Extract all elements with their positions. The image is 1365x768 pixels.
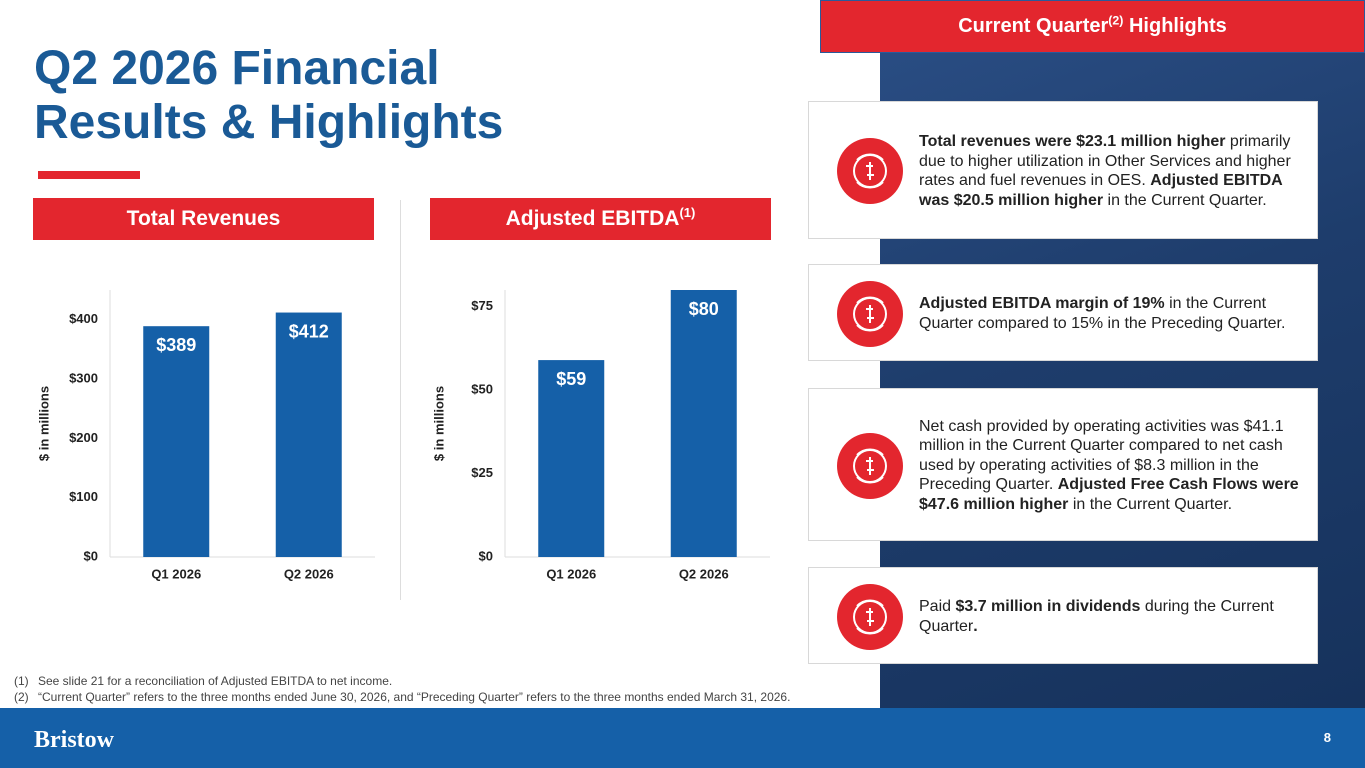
y-tick-label: $25 [471,465,493,480]
footnote-marker: (1) [14,674,29,688]
text-segment: Adjusted Free Cash Flows were $47.6 mill… [919,476,1299,513]
highlight-card: Adjusted EBITDA margin of 19% in the Cur… [808,264,1318,361]
value-label: $59 [556,369,586,389]
x-tick-label: Q1 2026 [151,566,201,581]
text-segment: . [973,617,978,635]
divider [400,200,401,600]
highlight-text: Total revenues were $23.1 million higher… [919,132,1299,210]
y-tick-label: $0 [84,548,98,563]
highlight-text: Net cash provided by operating activitie… [919,417,1299,515]
icon [837,432,903,499]
footnote: (2) “Current Quarter” refers to the three… [14,689,790,705]
chart-title: Total Revenues [33,198,374,240]
x-tick-label: Q2 2026 [284,566,334,581]
value-label: $389 [156,335,196,355]
y-tick-label: $0 [479,548,493,563]
chart-title: Adjusted EBITDA(1) [430,198,771,240]
y-axis-label: $ in millions [36,386,51,461]
bar [143,326,210,557]
chart: $ in millions $0 $25 $50 $75 Q1 2026 $59 Q2 202… [431,290,770,581]
highlight-card: Total revenues were $23.1 million higher… [808,101,1318,239]
bar [275,312,342,557]
highlights-header: Current Quarter(2) Highlights [820,0,1365,53]
y-tick-label: $50 [471,382,493,397]
logo: Bristow [34,727,114,753]
y-tick-label: $200 [69,430,98,445]
chart-title-text: Adjusted EBITDA [505,207,680,230]
value-label: $80 [689,299,719,319]
chart: $ in millions $0 $100 $200 $300 $400 Q1 2026 $3… [36,290,375,581]
y-tick-label: $400 [69,311,98,326]
page-number: 8 [1323,730,1331,745]
text-segment: Adjusted EBITDA was $20.5 million higher [919,172,1283,209]
text-segment: Net cash provided by operating activitie… [919,417,1284,494]
icon [837,583,903,650]
highlight-text: Paid $3.7 million in dividends during th… [919,597,1299,636]
value-label: $412 [289,321,329,341]
title-line: Q2 2026 Financial [34,42,440,95]
bar [538,360,605,557]
text-segment: during the Current Quarter [919,598,1274,635]
highlight-card: Paid $3.7 million in dividends during th… [808,567,1318,664]
footnote-text: “Current Quarter” refers to the three mo… [38,690,791,704]
header-note: (2) [1108,13,1124,28]
text-segment: Paid [919,598,956,615]
text-segment: $3.7 million in dividends [955,598,1141,615]
text-segment: Adjusted EBITDA margin of 19% [919,295,1165,312]
footnote: (1) See slide 21 for a reconciliation of … [14,673,790,689]
footnote-text: See slide 21 for a reconciliation of Adj… [38,674,393,688]
text-segment: in the Current Quarter. [1068,495,1233,513]
header-text: Highlights [1128,15,1227,37]
bar [670,290,737,557]
text-segment: primarily due to higher utilization in O… [919,133,1291,189]
y-tick-label: $75 [471,298,493,313]
footer [0,708,1365,768]
text-segment: in the Current Quarter compared to 15% i… [919,295,1286,332]
chart-title-text: Total Revenues [126,207,281,230]
footnotes: (1) See slide 21 for a reconciliation of … [14,673,790,705]
x-tick-label: Q2 2026 [679,566,729,581]
y-tick-label: $300 [69,370,98,385]
title-rule [38,171,140,179]
footnote-marker: (2) [14,690,29,704]
x-tick-label: Q1 2026 [546,566,596,581]
icon [837,280,903,347]
slide-title: Q2 2026 Financial Results & Highlights [34,42,503,150]
y-tick-label: $100 [69,489,98,504]
header-text: Current Quarter [958,15,1109,37]
highlight-card: Net cash provided by operating activitie… [808,388,1318,541]
text-segment: in the Current Quarter. [1103,191,1267,209]
chart-title-note: (1) [679,205,696,220]
text-segment: Total revenues were $23.1 million higher [919,133,1226,150]
highlight-text: Adjusted EBITDA margin of 19% in the Cur… [919,294,1299,333]
icon [837,138,903,204]
title-line: Results & Highlights [34,96,504,149]
y-axis-label: $ in millions [431,386,446,461]
